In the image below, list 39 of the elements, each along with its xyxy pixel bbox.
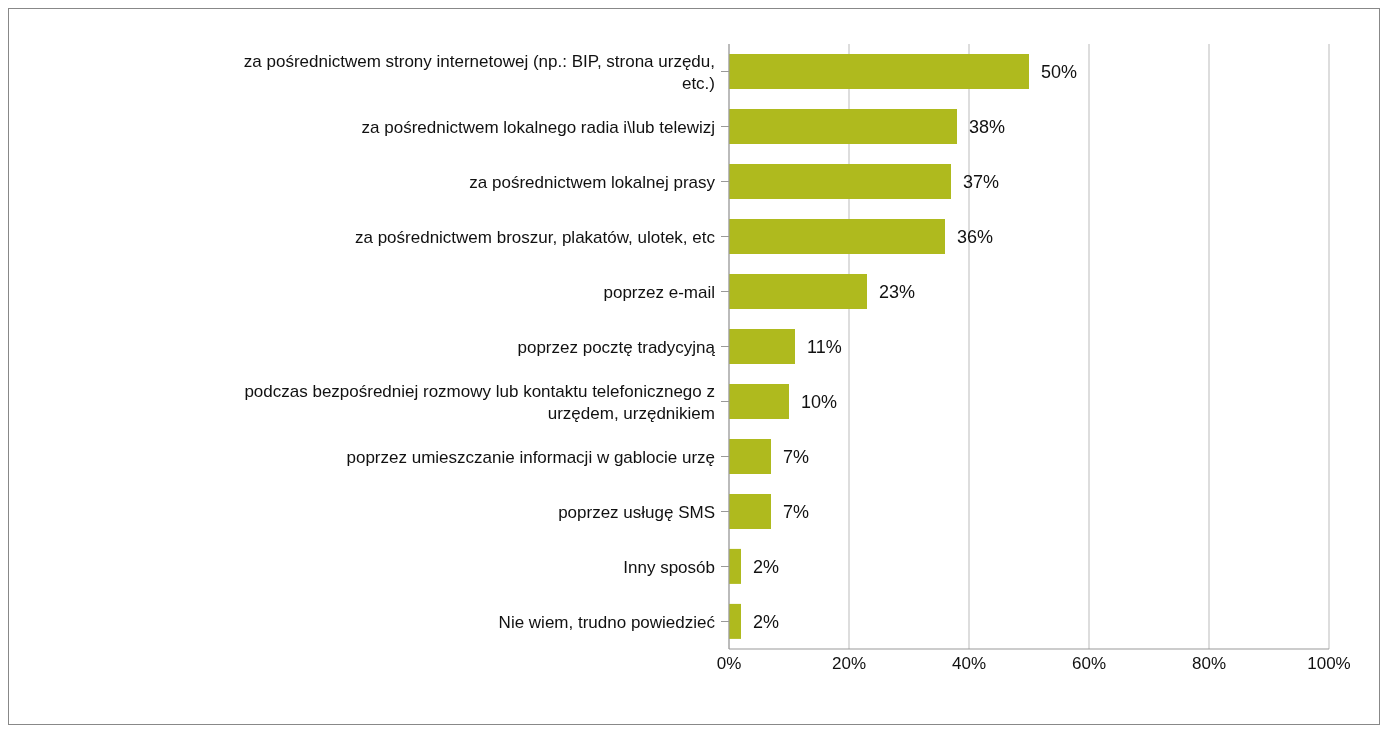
bar [729, 328, 795, 364]
data-label: 11% [807, 336, 842, 357]
x-tick-label: 100% [1307, 654, 1351, 674]
y-tick-label: poprzez usługę SMS [558, 502, 715, 521]
data-label: 7% [783, 446, 810, 467]
y-tick-label: Inny sposób [623, 557, 715, 576]
x-tick-label: 0% [716, 654, 742, 674]
x-tick-label: 20% [831, 654, 867, 674]
y-tick-label: Nie wiem, trudno powiedzieć [498, 612, 716, 631]
data-label: 37% [963, 171, 1000, 192]
data-label: 2% [753, 556, 780, 577]
y-tick-label: poprzez umieszczanie informacji w gablocie urzę [346, 447, 715, 466]
data-label: 7% [783, 501, 810, 522]
data-label: 10% [801, 391, 838, 412]
data-label: 50% [1041, 61, 1078, 82]
data-label: 36% [957, 226, 994, 247]
y-tick-label: za pośrednictwem lokalnej prasy [469, 172, 716, 191]
x-tick-label: 40% [951, 654, 987, 674]
y-tick-label: poprzez e-mail [603, 282, 715, 301]
data-label: 38% [969, 116, 1006, 137]
y-tick-label: za pośrednictwem lokalnego radia i\lub telewizj [361, 117, 715, 136]
bar [729, 163, 951, 199]
bar [729, 493, 771, 529]
x-tick-label: 60% [1071, 654, 1107, 674]
y-tick-label: za pośrednictwem broszur, plakatów, ulotek, etc [354, 227, 716, 246]
y-tick-label: za pośrednictwem strony internetowej (np.: BIP, strona urzędu, etc.) [243, 51, 715, 92]
bar [729, 273, 867, 309]
bar [729, 108, 957, 144]
data-label: 2% [753, 611, 780, 632]
x-tick-label: 80% [1191, 654, 1227, 674]
bar [729, 383, 789, 419]
y-tick-label: podczas bezpośredniej rozmowy lub kontaktu telefonicznego z urzędem, urzędnikiem [244, 381, 715, 422]
bar [729, 603, 741, 639]
bar [729, 438, 771, 474]
bar [729, 53, 1029, 89]
data-label: 23% [879, 281, 916, 302]
bar [729, 218, 945, 254]
y-tick-label: poprzez pocztę tradycyjną [517, 337, 716, 356]
bar [729, 548, 741, 584]
